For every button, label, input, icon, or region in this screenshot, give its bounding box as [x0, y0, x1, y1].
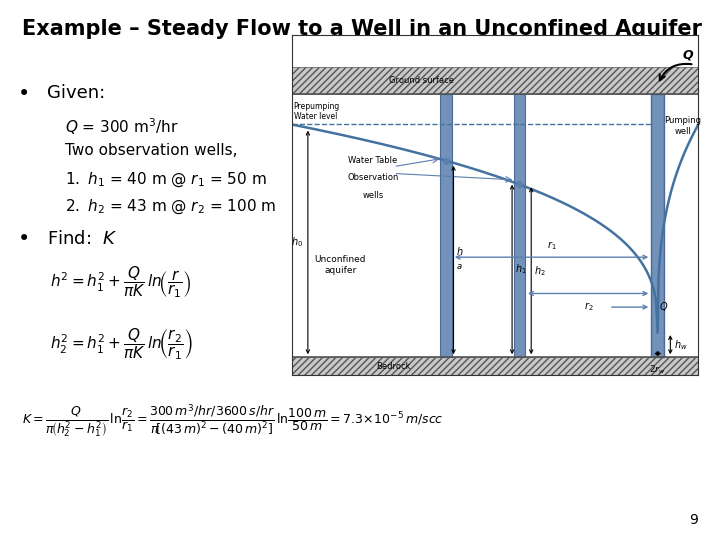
Text: $1.\ h_1$ = 40 m @ $r_1$ = 50 m: $1.\ h_1$ = 40 m @ $r_1$ = 50 m [65, 170, 266, 188]
Text: Q: Q [683, 49, 693, 62]
Text: Bedrock: Bedrock [376, 362, 410, 371]
Text: Find:  $K$: Find: $K$ [47, 230, 117, 247]
Text: $K = \dfrac{Q}{\pi\!\left(h_2^2 - h_1^2\right)}\,\mathrm{ln}\dfrac{r_2}{r_1}$$= : $K = \dfrac{Q}{\pi\!\left(h_2^2 - h_1^2\… [22, 402, 444, 440]
Text: Given:: Given: [47, 84, 105, 102]
Text: Prepumping
Water level: Prepumping Water level [294, 102, 340, 122]
Text: $h$: $h$ [456, 245, 463, 257]
Text: •: • [18, 230, 30, 249]
Text: $\mathit{a}$: $\mathit{a}$ [456, 262, 462, 271]
Bar [513, 94, 525, 357]
Text: $r_2$: $r_2$ [584, 300, 593, 313]
Text: $h^2 = h_1^2 + \dfrac{Q}{\pi K}\,ln\!\left(\dfrac{r}{r_1}\right)$: $h^2 = h_1^2 + \dfrac{Q}{\pi K}\,ln\!\le… [50, 265, 192, 300]
Text: Two observation wells,: Two observation wells, [65, 143, 238, 158]
Text: Pumping
well: Pumping well [665, 116, 701, 136]
Text: $2.\ h_2$ = 43 m @ $r_2$ = 100 m: $2.\ h_2$ = 43 m @ $r_2$ = 100 m [65, 197, 276, 215]
Text: 9: 9 [690, 512, 698, 526]
Text: $h_0$: $h_0$ [291, 235, 303, 249]
Bar [441, 94, 452, 357]
Text: Observation: Observation [347, 173, 399, 181]
Text: Water Table: Water Table [348, 156, 397, 165]
Text: wells: wells [362, 191, 384, 200]
Text: Unconfined
aquifer: Unconfined aquifer [315, 255, 366, 275]
Text: •: • [18, 84, 30, 104]
Bar [292, 357, 698, 375]
Text: $r_1$: $r_1$ [547, 239, 557, 252]
Text: Q: Q [660, 302, 667, 312]
Text: $h_w$: $h_w$ [675, 338, 688, 352]
Bar [292, 67, 698, 94]
Text: Ground surface: Ground surface [390, 76, 454, 85]
Text: $h_1$: $h_1$ [516, 262, 527, 276]
Text: $h_2$: $h_2$ [534, 264, 546, 278]
Text: Example – Steady Flow to a Well in an Unconfined Aquifer: Example – Steady Flow to a Well in an Un… [22, 19, 701, 39]
Bar [651, 94, 665, 357]
Text: $2r_w$: $2r_w$ [649, 364, 666, 376]
Text: $h_2^2 = h_1^2 + \dfrac{Q}{\pi K}\,ln\!\left(\dfrac{r_2}{r_1}\right)$: $h_2^2 = h_1^2 + \dfrac{Q}{\pi K}\,ln\!\… [50, 327, 193, 362]
Text: $Q$ = 300 m$^3$/hr: $Q$ = 300 m$^3$/hr [65, 116, 179, 137]
